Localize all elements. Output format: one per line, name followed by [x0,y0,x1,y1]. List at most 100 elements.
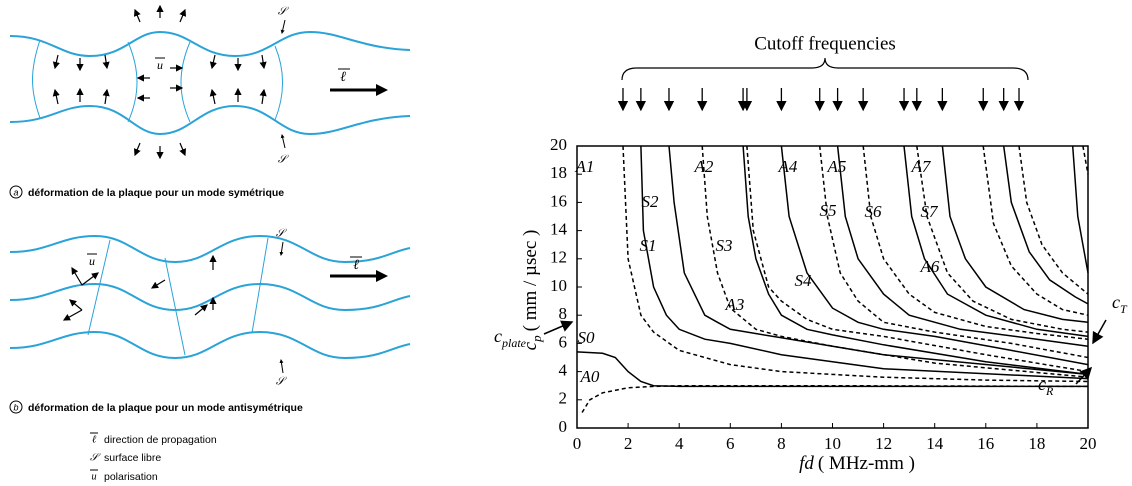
annotation-subscript: T [1120,302,1128,316]
annotation: cplate [494,326,527,350]
y-tick-label: 14 [550,220,568,239]
legend-text: surface libre [104,452,161,464]
diagram-a [9,4,411,160]
diagram-b [9,234,411,374]
diagram-label: b [13,402,18,412]
mode-curve [668,145,1089,376]
chart: Cutoff frequencies fd( MHz-mm ) cp( mm /… [494,33,1128,474]
polarisation-symbol: u [157,58,163,72]
mode-curve [742,145,1089,376]
mode-label: S6 [865,202,883,221]
legend-symbol: ℓ [92,434,97,445]
brace [621,57,1029,81]
caption: déformation de la plaque pour un mode sy… [28,187,284,199]
annotation-arrow [1092,319,1107,345]
mode-curve [1018,145,1089,295]
mode-curve [818,145,1089,359]
surface-line [9,234,411,264]
annotation-symbol: c [1112,292,1120,312]
x-tick-label: 2 [624,434,633,453]
surface-line [9,30,411,58]
legend-text: polarisation [104,471,158,483]
mode-curve [916,145,1089,333]
y-tick-label: 10 [550,276,567,295]
annotation-arrow [543,320,574,335]
y-tick-label: 6 [559,332,568,351]
mode-curve [622,145,1089,383]
mode-label: A0 [580,367,600,386]
y-symbol: c [520,341,541,350]
mode-label: S5 [820,201,837,220]
mode-curve [862,145,1089,340]
annotation: cT [1112,292,1128,316]
mode-label: A7 [911,157,932,176]
mode-label: A6 [920,257,940,276]
mode-label: A4 [778,157,798,176]
legend: ℓ direction de propagation 𝒮 surface lib… [90,432,217,483]
mode-label: S7 [921,202,940,221]
y-axis-label: cp ( mm / µsec ) [520,230,544,351]
mode-curve [780,145,1089,366]
mode-curve [1002,145,1089,305]
x-tick-label: 6 [726,434,735,453]
y-unit: ( mm / µsec ) [520,230,541,332]
annotation-symbol: c [494,326,502,346]
mode-curve [581,384,1089,413]
x-tick-label: 0 [573,434,582,453]
y-tick-label: 4 [559,361,568,380]
plate-diagrams: ℓ u 𝒮 𝒮 a déformation de la plaque pour … [9,4,411,483]
mode-label: S3 [716,236,733,255]
y-tick-label: 16 [550,191,567,210]
polarisation-symbol: u [89,254,95,268]
legend-symbol: u [91,471,96,482]
legend-symbol: 𝒮 [90,452,101,463]
x-tick-label: 4 [675,434,684,453]
y-tick-label: 18 [550,163,567,182]
chart-title: Cutoff frequencies [754,33,896,54]
mode-curve [903,145,1089,338]
surface-symbol: 𝒮 [278,6,290,18]
y-tick-label: 20 [550,135,567,154]
surface-symbol: 𝒮 [276,228,288,240]
mode-curve [982,145,1089,316]
x-tick-label: 16 [977,434,994,453]
mode-curve [701,145,1089,378]
y-subscript: p [529,335,544,343]
caption: déformation de la plaque pour un mode an… [28,402,303,414]
x-tick-label: 12 [875,434,892,453]
mode-curve [746,145,1089,373]
surface-line [9,104,411,136]
legend-text: direction de propagation [104,434,217,446]
diagram-label: a [13,187,18,197]
mode-label: A1 [575,157,595,176]
x-tick-label: 20 [1080,434,1097,453]
annotation: cR [1038,374,1054,398]
x-symbol: fd [799,453,814,474]
mode-curve [1082,145,1089,175]
propagation-symbol: ℓ [340,70,346,85]
x-tick-label: 10 [824,434,841,453]
mode-curve [941,145,1089,324]
x-tick-label: 18 [1028,434,1045,453]
y-tick-label: 2 [559,389,568,408]
annotation-symbol: c [1038,374,1046,394]
surface-symbol: 𝒮 [276,376,288,388]
x-tick-label: 8 [777,434,786,453]
mode-curve [640,145,1089,380]
surface-line [9,330,411,360]
mode-curve [576,351,1088,388]
mode-label: S4 [795,271,813,290]
y-tick-label: 12 [550,248,567,267]
mode-label: S1 [640,236,657,255]
mode-label: A3 [725,295,745,314]
mode-curve [1071,145,1089,274]
annotation-subscript: R [1045,384,1054,398]
label-circle [9,400,23,414]
mode-label: A2 [694,157,714,176]
surface-line [9,282,411,312]
annotation-subscript: plate [501,336,527,350]
x-axis-label: fd( MHz-mm ) [799,453,915,474]
x-unit: ( MHz-mm ) [818,453,915,474]
mode-curve [836,145,1089,347]
mode-label: A5 [827,157,847,176]
